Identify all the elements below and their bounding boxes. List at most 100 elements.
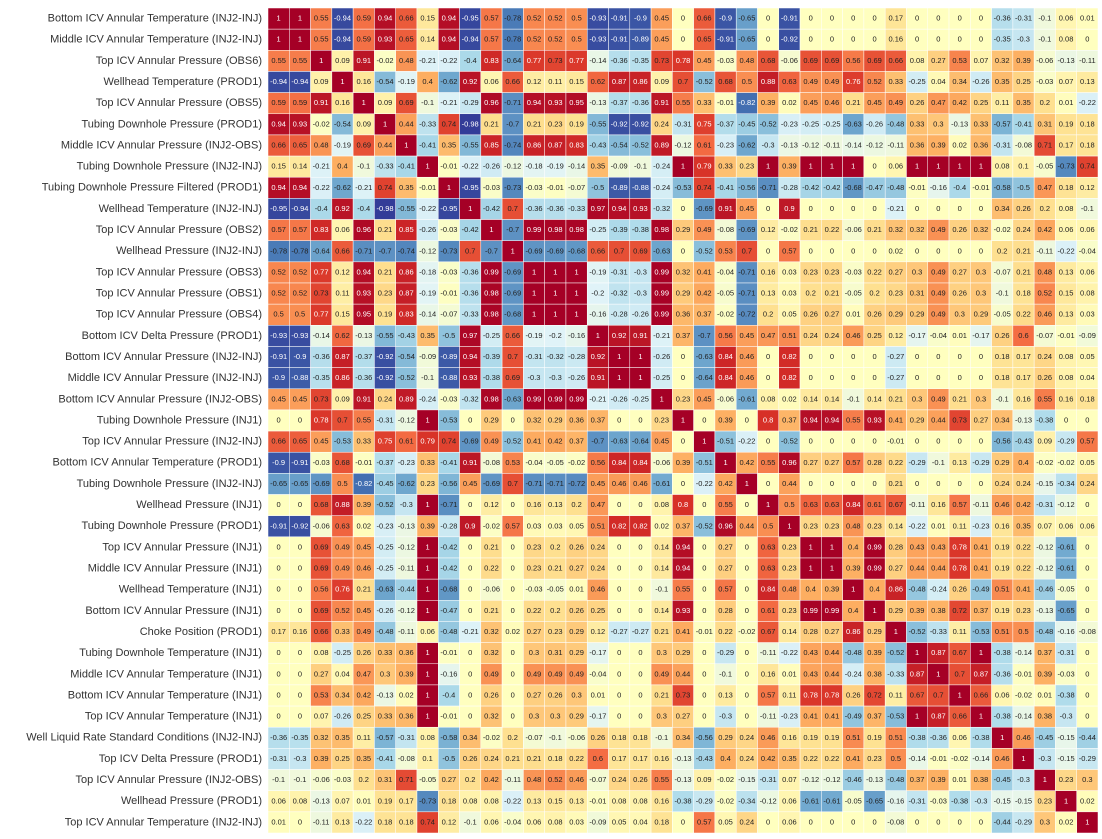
cell-value-label: 0 xyxy=(511,500,515,509)
cell-value-label: 0 xyxy=(851,14,855,23)
cell-value-label: -0.15 xyxy=(738,775,755,784)
cell-value-label: 0 xyxy=(979,204,983,213)
cell-value-label: -0.5 xyxy=(442,331,455,340)
cell-value-label: 0.4 xyxy=(337,162,347,171)
cell-value-label: 0.17 xyxy=(633,754,648,763)
cell-value-label: 0.66 xyxy=(271,140,286,149)
cell-value-label: -0.02 xyxy=(994,225,1011,234)
cell-value-label: 1 xyxy=(1021,754,1025,763)
cell-value-label: 0.23 xyxy=(548,119,563,128)
cell-value-label: 0.06 xyxy=(995,690,1010,699)
cell-value-label: 0.49 xyxy=(931,394,946,403)
cell-value-label: 0.85 xyxy=(484,140,499,149)
cell-value-label: 0.57 xyxy=(761,690,776,699)
cell-value-label: -0.89 xyxy=(611,183,628,192)
cell-value-label: 0 xyxy=(298,712,302,721)
cell-value-label: 0.36 xyxy=(569,415,584,424)
cell-value-label: 0.96 xyxy=(718,521,733,530)
cell-value-label: 0.51 xyxy=(995,585,1010,594)
cell-value-label: 0 xyxy=(511,585,515,594)
cell-value-label: -0.73 xyxy=(1058,162,1075,171)
cell-value-label: -0.01 xyxy=(419,183,436,192)
cell-value-label: 0.49 xyxy=(803,77,818,86)
cell-value-label: 0 xyxy=(1085,542,1089,551)
cell-value-label: -0.42 xyxy=(440,564,457,573)
cell-value-label: 0.5 xyxy=(571,35,581,44)
cell-value-label: -0.04 xyxy=(930,331,947,340)
cell-value-label: 0.43 xyxy=(910,542,925,551)
cell-value-label: 0.05 xyxy=(782,310,797,319)
cell-value-label: 0.99 xyxy=(569,394,584,403)
cell-value-label: -0.11 xyxy=(973,500,990,509)
cell-value-label: 0.18 xyxy=(633,733,648,742)
cell-value-label: -0.7 xyxy=(591,437,604,446)
row-label: Top ICV Annular Pressure (OBS3) xyxy=(96,266,262,278)
cell-value-label: -0.44 xyxy=(1079,733,1096,742)
cell-value-label: 0 xyxy=(1064,415,1068,424)
cell-value-label: 0.18 xyxy=(399,817,414,826)
cell-value-label: 0 xyxy=(766,373,770,382)
cell-value-label: 0 xyxy=(851,204,855,213)
cell-value-label: -0.98 xyxy=(376,204,393,213)
cell-value-label: 0.08 xyxy=(654,500,669,509)
cell-value-label: 0.01 xyxy=(591,690,606,699)
cell-value-label: -0.36 xyxy=(313,352,330,361)
cell-value-label: 0.2 xyxy=(508,733,518,742)
cell-value-label: -0.43 xyxy=(589,140,606,149)
cell-value-label: 0 xyxy=(1085,712,1089,721)
cell-value-label: 0.5 xyxy=(891,754,901,763)
cell-value-label: -0.25 xyxy=(632,394,649,403)
cell-value-label: -0.52 xyxy=(887,648,904,657)
cell-value-label: -0.08 xyxy=(1079,627,1096,636)
cell-value-label: -0.16 xyxy=(887,796,904,805)
cell-value-label: 0.78 xyxy=(952,564,967,573)
cell-value-label: -0.08 xyxy=(717,225,734,234)
cell-value-label: 0.48 xyxy=(399,56,414,65)
cell-value-label: 0 xyxy=(766,817,770,826)
cell-value-label: -0.31 xyxy=(611,267,628,276)
cell-value-label: 0.74 xyxy=(378,183,393,192)
cell-value-label: 0 xyxy=(872,14,876,23)
cell-value-label: 0 xyxy=(298,669,302,678)
cell-value-label: 0.01 xyxy=(931,521,946,530)
cell-value-label: 0.91 xyxy=(356,394,371,403)
cell-value-label: 1 xyxy=(426,564,430,573)
cell-value-label: 0.35 xyxy=(1016,98,1031,107)
cell-value-label: -0.04 xyxy=(589,669,606,678)
cell-value-label: 0.37 xyxy=(569,437,584,446)
cell-value-label: -0.53 xyxy=(887,712,904,721)
cell-value-label: 0.88 xyxy=(335,500,350,509)
cell-value-label: 0.26 xyxy=(995,331,1010,340)
cell-value-label: 0.33 xyxy=(356,437,371,446)
cell-value-label: -0.22 xyxy=(696,479,713,488)
cell-value-label: 0.99 xyxy=(484,267,499,276)
cell-value-label: -0.11 xyxy=(398,627,415,636)
cell-value-label: -0.46 xyxy=(845,775,862,784)
cell-value-label: -0.11 xyxy=(1079,56,1096,65)
cell-value-label: 0.34 xyxy=(335,690,350,699)
cell-value-label: -0.1 xyxy=(996,289,1009,298)
cell-value-label: 1 xyxy=(404,140,408,149)
cell-value-label: 0.94 xyxy=(463,352,478,361)
cell-value-label: 0.11 xyxy=(889,690,903,699)
cell-value-label: 0.37 xyxy=(974,606,989,615)
cell-value-label: 0.02 xyxy=(889,246,904,255)
cell-value-label: 0.27 xyxy=(952,267,967,276)
cell-value-label: 0 xyxy=(745,564,749,573)
cell-value-label: 0 xyxy=(958,437,962,446)
cell-value-label: 0.39 xyxy=(867,648,882,657)
cell-value-label: -0.1 xyxy=(996,394,1009,403)
cell-value-label: -0.38 xyxy=(909,733,926,742)
cell-value-label: 0.69 xyxy=(314,542,329,551)
cell-value-label: 0.19 xyxy=(378,310,393,319)
cell-value-label: -0.95 xyxy=(270,204,287,213)
cell-value-label: 0.27 xyxy=(718,564,733,573)
cell-value-label: -0.33 xyxy=(568,204,585,213)
cell-value-label: 0 xyxy=(298,817,302,826)
row-label: Top ICV Annular Pressure (INJ1) xyxy=(102,541,262,553)
cell-value-label: -0.36 xyxy=(270,733,287,742)
cell-value-label: 0.08 xyxy=(995,162,1010,171)
cell-value-label: 0.27 xyxy=(569,564,584,573)
cell-value-label: -0.31 xyxy=(376,415,393,424)
cell-value-label: 0.63 xyxy=(825,500,840,509)
